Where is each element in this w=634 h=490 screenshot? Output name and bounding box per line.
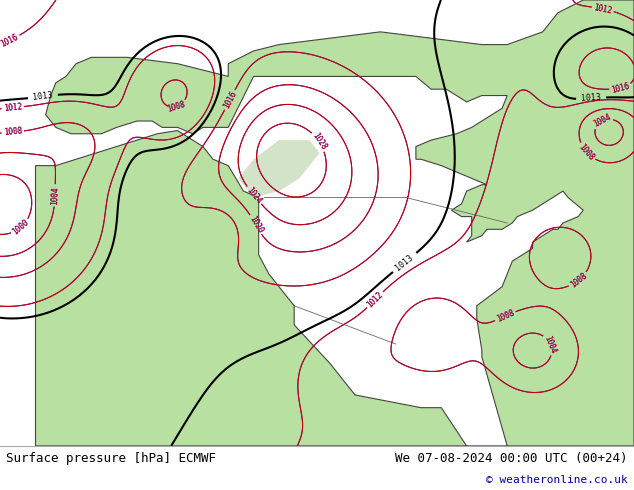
Text: 1016: 1016: [610, 81, 630, 95]
Text: 1024: 1024: [245, 185, 263, 205]
Text: 1016: 1016: [0, 32, 20, 49]
Text: 1012: 1012: [593, 2, 613, 15]
Text: We 07-08-2024 00:00 UTC (00+24): We 07-08-2024 00:00 UTC (00+24): [395, 452, 628, 465]
Text: 1012: 1012: [365, 290, 385, 309]
Text: 1008: 1008: [568, 271, 588, 290]
Text: 1013: 1013: [394, 253, 415, 272]
Text: 1012: 1012: [593, 2, 613, 15]
Text: 1008: 1008: [577, 142, 596, 162]
Text: 1000: 1000: [11, 218, 30, 237]
Text: 1000: 1000: [11, 218, 30, 237]
Text: 1008: 1008: [3, 126, 22, 137]
Text: 1016: 1016: [0, 32, 20, 49]
Text: 1013: 1013: [581, 93, 602, 103]
Text: 1004: 1004: [592, 113, 612, 129]
Text: 1028: 1028: [310, 131, 328, 152]
Text: 1004: 1004: [50, 186, 60, 205]
Polygon shape: [238, 140, 320, 197]
Text: 1008: 1008: [3, 126, 22, 137]
Text: 1020: 1020: [247, 214, 264, 235]
Text: 1004: 1004: [50, 186, 60, 205]
Text: 1024: 1024: [245, 185, 263, 205]
Text: 1008: 1008: [577, 142, 596, 162]
Text: 1016: 1016: [221, 90, 238, 110]
Text: 1008: 1008: [495, 308, 515, 324]
Text: 1016: 1016: [221, 90, 238, 110]
Polygon shape: [36, 0, 634, 459]
Text: 1016: 1016: [610, 81, 630, 95]
Text: 1020: 1020: [247, 214, 264, 235]
Text: 1004: 1004: [592, 113, 612, 129]
Text: 1008: 1008: [568, 271, 588, 290]
Text: 1008: 1008: [495, 308, 515, 324]
Text: 1008: 1008: [166, 99, 186, 114]
Text: 1012: 1012: [3, 102, 22, 113]
Text: Surface pressure [hPa] ECMWF: Surface pressure [hPa] ECMWF: [6, 452, 216, 465]
Text: 1008: 1008: [166, 99, 186, 114]
Text: 1004: 1004: [543, 334, 558, 355]
Text: 1013: 1013: [32, 91, 53, 102]
Text: 1004: 1004: [543, 334, 558, 355]
Text: 1012: 1012: [3, 102, 22, 113]
Text: 1012: 1012: [365, 290, 385, 309]
Text: 1028: 1028: [310, 131, 328, 152]
Text: © weatheronline.co.uk: © weatheronline.co.uk: [486, 475, 628, 485]
